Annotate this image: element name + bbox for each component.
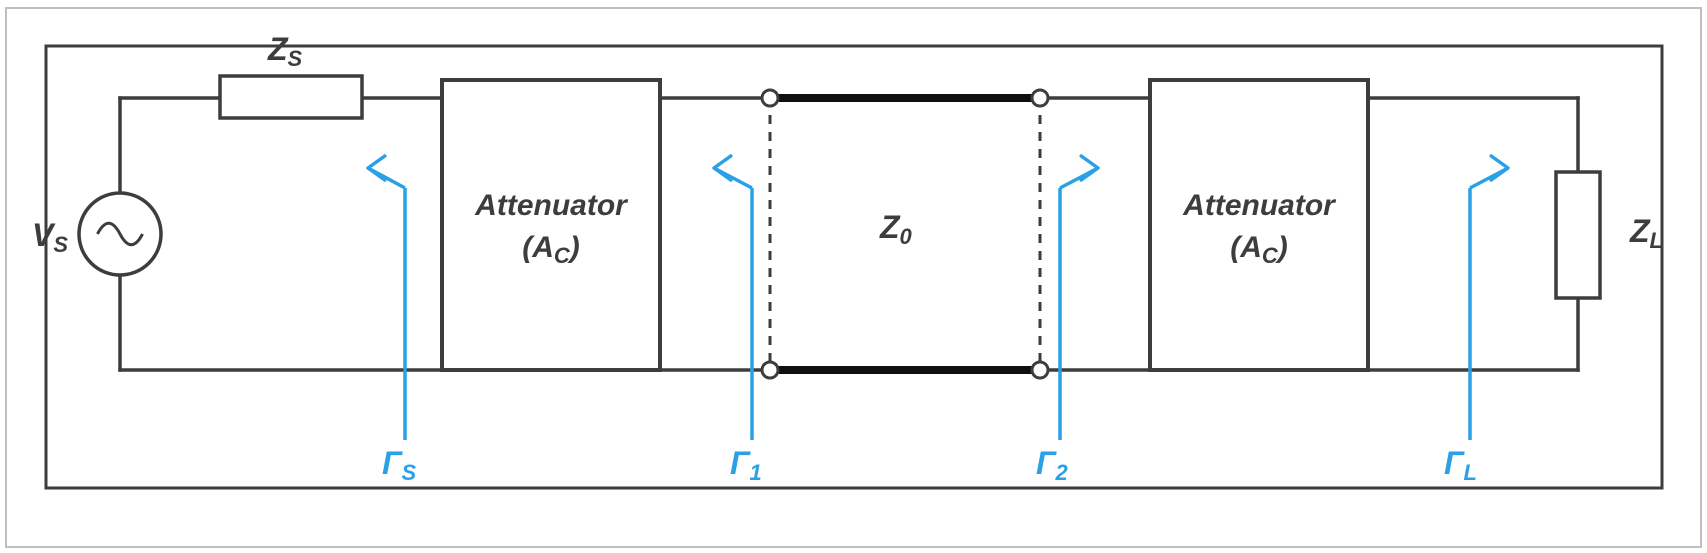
gamma-gl-arrowhead [1491, 156, 1508, 180]
gamma-g2-label-text: Γ2 [1036, 445, 1069, 485]
z0-label-text: Z0 [879, 209, 913, 249]
gamma-gs [368, 156, 405, 440]
gamma-g1-label-text: Γ1 [730, 445, 762, 485]
tl-node-1 [1032, 90, 1048, 106]
gamma-gl-label: ΓL [1444, 445, 1477, 485]
attenuator-2-label-1: Attenuator [1182, 189, 1337, 222]
zl-label: ZL [1629, 213, 1663, 253]
attenuator-2 [1150, 80, 1368, 370]
source-label-text: VS [32, 217, 68, 257]
gamma-g1-label: Γ1 [730, 445, 762, 485]
zs-resistor [220, 76, 362, 118]
circuit-diagram: VS ZS Attenuator (AC) Attenuator (AC) Z0 ZL ΓS Γ1… [0, 0, 1707, 553]
attenuator-1-label-2: (AC) [522, 231, 580, 268]
source-label: VS [32, 217, 68, 257]
gamma-g2 [1060, 156, 1098, 440]
gamma-gs-label: ΓS [382, 445, 417, 485]
gamma-gs-label-text: ΓS [382, 445, 417, 485]
gamma-gl-label-text: ΓL [1444, 445, 1477, 485]
z0-label: Z0 [879, 209, 913, 249]
zs-label-text: ZS [267, 31, 303, 71]
gamma-gl [1470, 156, 1508, 440]
zs-label: ZS [267, 31, 303, 71]
tl-node-0 [762, 90, 778, 106]
zl-label-text: ZL [1629, 213, 1663, 253]
gamma-g1 [714, 156, 752, 440]
attenuator-2-label-2: (AC) [1230, 231, 1288, 268]
attenuator-1-label-1: Attenuator [474, 189, 629, 222]
tl-node-3 [1032, 362, 1048, 378]
tl-node-2 [762, 362, 778, 378]
attenuator-1 [442, 80, 660, 370]
gamma-g1-arrowhead [714, 156, 731, 180]
zl-resistor [1556, 172, 1600, 298]
gamma-gs-arrowhead [368, 156, 385, 180]
gamma-g2-arrowhead [1081, 156, 1098, 180]
gamma-g2-label: Γ2 [1036, 445, 1069, 485]
